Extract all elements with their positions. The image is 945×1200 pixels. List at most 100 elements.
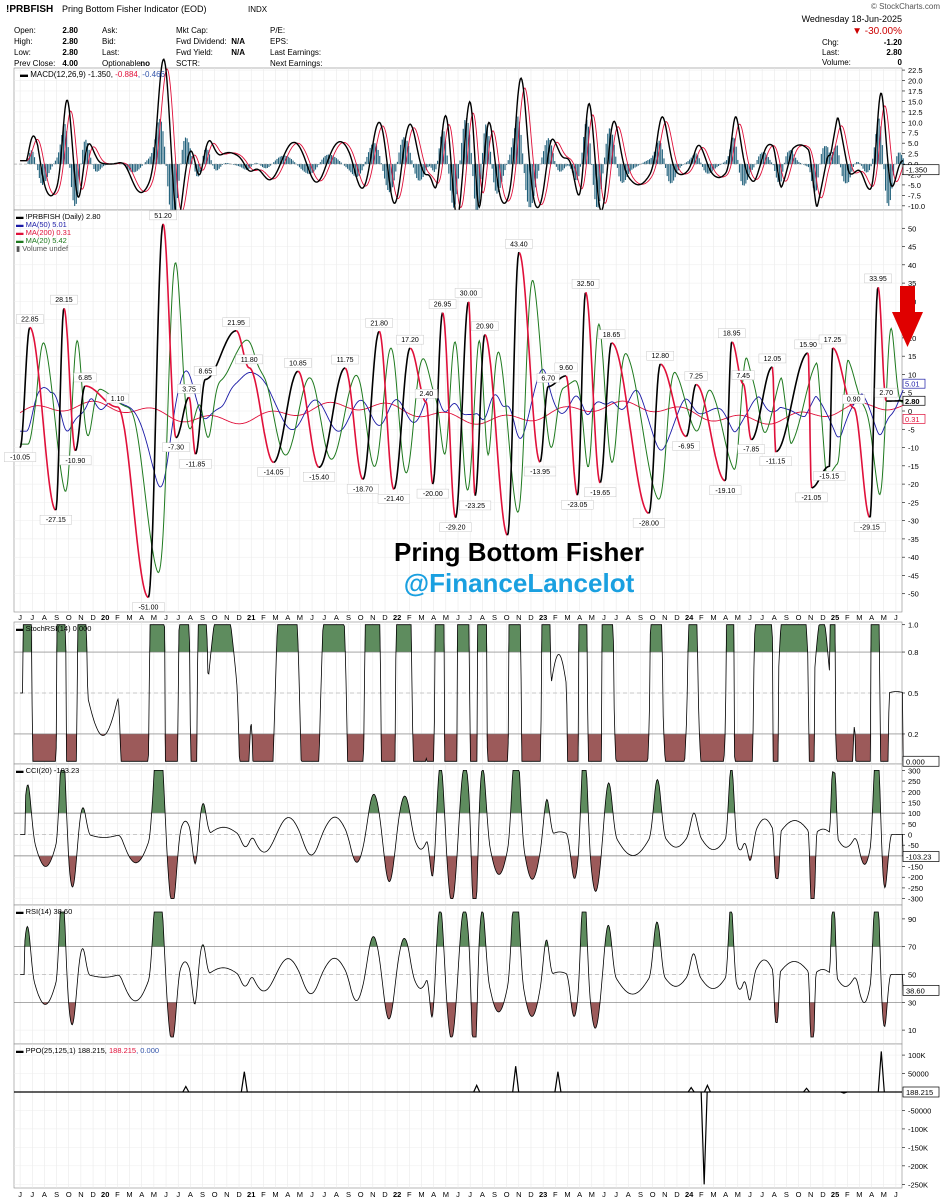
x-tick-label: N [808,613,813,622]
peak-label-box [454,288,483,298]
peak-label-box [718,328,746,338]
field-value: 2.80 [62,37,78,46]
trough-label: -21.40 [384,496,404,503]
x-tick-label: J [30,1190,34,1199]
ppo-legend: ▬ PPO(25,125,1) 188.215, 188.215, 0.000 [16,1046,159,1055]
panel-ppo: 100K 50000 -50000 -100K -150K -200K -250K ▬ PPO… [13,1043,940,1189]
price-line-segment [648,363,662,514]
x-tick-label: J [468,1190,472,1199]
x-tick-label: A [334,1190,339,1199]
peak-label: 21.95 [227,320,245,327]
x-tick-label: D [382,1190,388,1199]
price-line-segment [611,342,649,515]
y-tick-label: 300 [908,766,921,775]
trough-label: -19.65 [590,490,610,497]
x-tick-label: J [602,613,606,622]
x-tick-label: A [869,1190,874,1199]
peak-label-box [818,334,847,345]
peak-label: 0.90 [847,397,861,404]
panel-rsi: 90 70 50 30 10 ▬ RSI(14) 38.60 38.60 [13,904,940,1045]
x-tick-label: J [30,613,34,622]
trough-label: -14.05 [264,469,284,476]
x-tick-label: M [151,613,157,622]
peak-label: 6.70 [541,376,555,383]
x-tick-label: O [796,1190,802,1199]
x-tick-label: J [164,1190,168,1199]
trough-label: -7.30 [168,445,184,452]
watermark: © StockCharts.com [871,2,940,11]
stochrsi-legend: ▬ StochRSI(14) 0.000 [16,624,91,633]
overbought-fill [20,624,904,653]
x-tick-label: A [188,1190,193,1199]
peak-label: 33.95 [869,276,887,283]
peak-label: 43.40 [510,241,528,248]
change-pct: ▼ -30.00% [852,26,902,37]
x-tick-label: A [334,613,339,622]
peak-label-box [106,393,129,404]
x-tick-label: D [528,613,534,622]
x-tick-label: J [614,613,618,622]
x-tick-label: A [431,613,436,622]
price-legend-entry: ▬ MA(50) 5.01 [16,220,67,229]
x-tick-label: M [272,1190,278,1199]
x-tick-label: F [261,1190,266,1199]
right-value-box [902,414,926,424]
peak-label-box [331,354,359,365]
x-tick-label: O [650,1190,656,1199]
y-tick-label: -50 [908,590,919,599]
x-tick-label: M [297,613,303,622]
macd-legend: ▬ MACD(12,26,9) -1.350, -0.884, -0.466 [20,70,166,79]
price-line-segment [806,352,813,488]
price-line-segment [565,375,579,496]
x-tick-label: M [126,613,132,622]
x-tick-label: N [78,1190,83,1199]
x-tick-label: A [285,1190,290,1199]
x-tick-label: O [358,613,364,622]
field-value: 2.80 [886,48,902,57]
y-tick-label: 17.5 [908,87,923,96]
field-label: Low: [14,48,31,57]
trough-label-box [39,515,72,525]
price-line-segment [771,366,777,453]
x-tick-label: A [285,613,290,622]
peak-label-box [874,387,898,398]
price-line-segment [518,252,541,463]
peak-label: 30.00 [460,290,478,297]
field-label: Bid: [102,37,116,46]
price-line-segment [19,327,31,448]
panel-stochrsi: 1.0 0.8 0.5 0.2 ▬ StochRSI(14) 0.000 0.000 [13,621,940,767]
peak-label-box [505,239,533,249]
peak-label-box [284,358,312,368]
y-tick-label: 40 [908,261,916,270]
price-line-segment [175,396,190,439]
peak-label-box [396,334,424,345]
x-tick-label: J [176,613,180,622]
last-value-label: 38.60 [906,986,925,995]
trough-label: -19.10 [715,488,735,495]
ppo-spike [703,1083,711,1093]
trough-label-box [561,500,594,510]
last-value-box [902,755,940,767]
x-tick-label: A [626,613,631,622]
x-tick-label: M [710,1190,716,1199]
rsi-legend: ▬ RSI(14) 38.60 [16,907,72,916]
trough-label: -6.95 [678,443,694,450]
peak-label-box [73,372,97,383]
x-tick-label: J [18,613,22,622]
price-line-segment [731,341,753,441]
y-tick-label: 7.5 [908,129,918,138]
x-tick-label: D [90,613,96,622]
field-value: 2.80 [62,26,78,35]
x-tick-label: N [662,613,667,622]
price-line-segment [776,352,809,453]
ppo-spike [840,1091,848,1094]
y-tick-label: 2.5 [908,150,918,159]
x-tick-label: A [139,613,144,622]
trough-label: -11.85 [186,461,205,468]
last-value-label: 188.215 [906,1088,933,1097]
peak-label: 3.75 [182,386,196,393]
x-tick-label: F [115,1190,120,1199]
trough-label: -29.20 [446,525,466,532]
y-tick-label: -5.0 [908,181,921,190]
x-tick-label: D [236,1190,242,1199]
